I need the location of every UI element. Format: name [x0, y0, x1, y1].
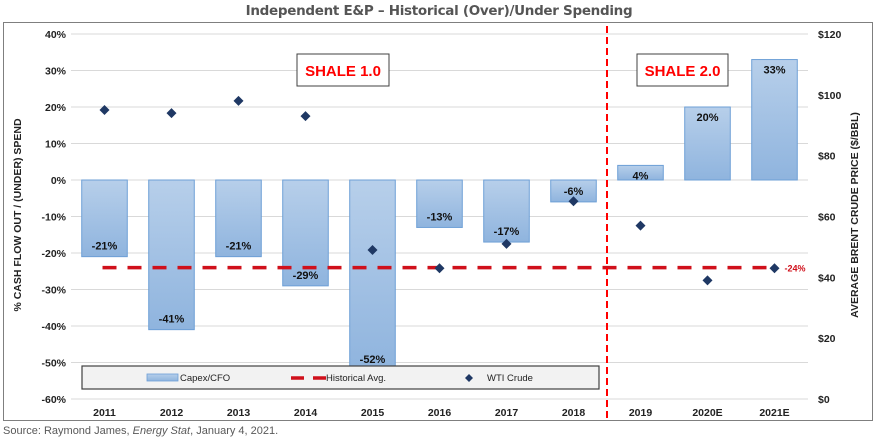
- bar-2013: [215, 179, 262, 258]
- bar-data-label: -29%: [293, 270, 319, 282]
- y-tick-label: 20%: [45, 102, 67, 114]
- y-axis-left: 40% 30% 20% 10% 0% -10% -20% -30% -40% -50% -60%: [41, 29, 66, 406]
- bar-2019: [617, 164, 664, 181]
- y-tick-label: -10%: [41, 212, 66, 224]
- source-publication: Energy Stat: [132, 425, 191, 437]
- annotation-box: [296, 53, 390, 87]
- x-axis: 2011 2012 2013 2014 2015 2016 2017 2018 2019 2020…: [93, 407, 790, 419]
- y2-tick-label: $0: [818, 394, 830, 406]
- x-tick-label: 2012: [160, 407, 184, 419]
- y-tick-label: -50%: [41, 358, 66, 370]
- y2-tick-label: $60: [818, 212, 836, 224]
- y-tick-label: -20%: [41, 248, 66, 260]
- wti-point-2016: [434, 263, 445, 274]
- x-tick-label: 2019: [629, 407, 653, 419]
- chart-frame: [3, 22, 873, 421]
- bar-2017: [483, 179, 530, 243]
- y2-tick-label: $120: [818, 29, 842, 41]
- annotation-label: SHALE 2.0: [645, 63, 721, 80]
- bar-data-label: -6%: [564, 186, 584, 198]
- bar-2016: [416, 179, 463, 228]
- annotation-label: SHALE 1.0: [305, 63, 381, 80]
- annotation-shale-1-0: SHALE 1.0: [296, 53, 390, 87]
- legend-box: [81, 365, 600, 390]
- wti-point-2014: [300, 111, 311, 122]
- annotation-box: [636, 53, 729, 87]
- bar-2020E: [684, 106, 731, 181]
- bar-data-label: -52%: [360, 354, 386, 366]
- x-tick-label: 2015: [361, 407, 385, 419]
- x-tick-label: 2018: [562, 407, 586, 419]
- bar-2015: [349, 179, 396, 371]
- annotation-shale-2-0: SHALE 2.0: [636, 53, 729, 87]
- wti-point-2018: [568, 196, 579, 207]
- x-tick-label: 2021E: [759, 407, 789, 419]
- bar-data-label: 33%: [763, 65, 785, 77]
- y-tick-label: -40%: [41, 321, 66, 333]
- bar-data-labels: -21% -41% -21% -29% -52% -13% -17% -6% 4% 20% 33%: [92, 65, 786, 366]
- bar-2021E: [751, 59, 798, 181]
- x-tick-label: 2020E: [692, 407, 722, 419]
- legend: Capex/CFO Historical Avg. WTI Crude: [81, 365, 600, 390]
- wti-point-2017: [501, 238, 512, 249]
- historical-avg-label: -24%: [785, 264, 806, 274]
- y-tick-label: 40%: [45, 29, 67, 41]
- y2-tick-label: $80: [818, 151, 836, 163]
- wti-point-2019: [635, 220, 646, 231]
- era-annotations: SHALE 1.0 SHALE 2.0: [296, 53, 729, 87]
- chart-title: Independent E&P – Historical (Over)/Unde…: [245, 3, 633, 19]
- bar-data-label: -21%: [92, 241, 118, 253]
- wti-point-2011: [99, 105, 110, 116]
- y-tick-label: 10%: [45, 139, 67, 151]
- y-tick-label: 0%: [51, 175, 67, 187]
- y-axis-left-title: % CASH FLOW OUT / (UNDER) SPEND: [12, 118, 24, 311]
- wti-point-2012: [166, 108, 177, 119]
- x-tick-label: 2013: [227, 407, 251, 419]
- y-axis-right-title: AVERAGE BRENT CRUDE PRICE ($/BBL): [849, 112, 861, 318]
- wti-point-2021E: [769, 263, 780, 274]
- source-note: Source: Raymond James, Energy Stat, Janu…: [3, 425, 279, 437]
- y2-tick-label: $100: [818, 90, 842, 102]
- wti-point-2015: [367, 244, 378, 255]
- bar-2011: [81, 179, 128, 258]
- bar-data-label: 4%: [633, 170, 649, 182]
- legend-label: Historical Avg.: [326, 373, 386, 384]
- y-tick-label: -60%: [41, 394, 66, 406]
- scatter-series-wti-crude: [99, 95, 780, 286]
- y2-tick-label: $40: [818, 272, 836, 284]
- legend-entry-capex-cfo: Capex/CFO: [146, 373, 230, 384]
- legend-label: Capex/CFO: [180, 373, 230, 384]
- legend-swatch-diamond: [465, 374, 473, 382]
- y-tick-label: 30%: [45, 66, 67, 78]
- legend-entry-historical-avg: Historical Avg.: [291, 373, 386, 384]
- x-tick-label: 2011: [93, 407, 116, 419]
- bar-data-label: -13%: [427, 211, 453, 223]
- bar-data-label: -17%: [494, 226, 520, 238]
- wti-point-2013: [233, 95, 244, 106]
- x-tick-label: 2016: [428, 407, 452, 419]
- legend-label: WTI Crude: [487, 373, 533, 384]
- wti-point-2020E: [702, 275, 713, 286]
- y-tick-label: -30%: [41, 285, 66, 297]
- x-tick-label: 2017: [495, 407, 519, 419]
- bar-data-label: 20%: [696, 112, 718, 124]
- y2-tick-label: $20: [818, 333, 836, 345]
- x-tick-label: 2014: [294, 407, 318, 419]
- line-series-historical-avg: -24%: [102, 264, 806, 274]
- bar-data-label: -41%: [159, 314, 185, 326]
- legend-entry-wti-crude: WTI Crude: [465, 373, 533, 384]
- bar-data-label: -21%: [226, 241, 252, 253]
- bar-2012: [148, 179, 195, 331]
- legend-swatch-bar: [146, 373, 179, 382]
- y-axis-right: $120 $100 $80 $60 $40 $20 $0: [818, 29, 842, 406]
